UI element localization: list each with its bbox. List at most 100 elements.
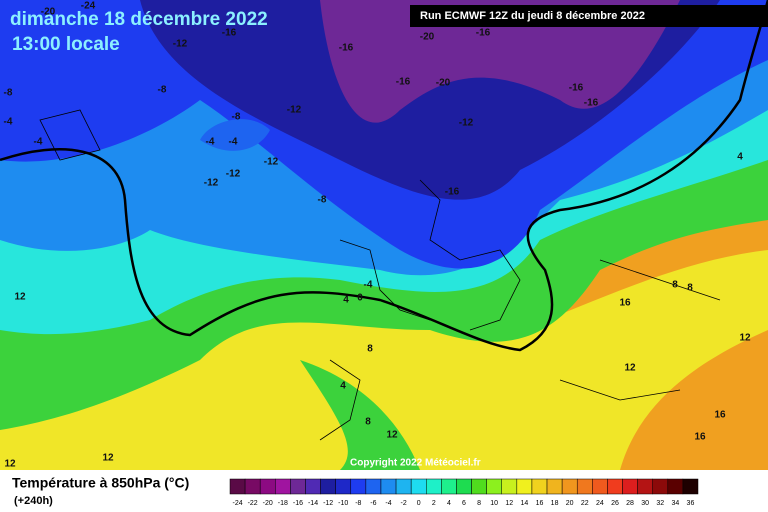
contour-label: 8 (367, 344, 373, 355)
contour-label: 8 (687, 283, 693, 294)
colorbar-swatch (682, 478, 699, 495)
contour-label: -16 (584, 98, 599, 109)
contour-label: 16 (619, 298, 631, 309)
colorbar-label: 26 (611, 500, 619, 507)
colorbar-label: -2 (400, 500, 406, 507)
contour-label: -16 (445, 187, 460, 198)
contour-label: 12 (14, 292, 26, 303)
contour-label: 16 (694, 432, 706, 443)
colorbar-swatch (290, 478, 306, 495)
colorbar-swatch (410, 478, 427, 495)
colorbar-swatch (667, 478, 684, 495)
colorbar-swatch (335, 478, 352, 495)
colorbar-swatch (531, 478, 548, 495)
contour-label: -20 (436, 78, 451, 89)
colorbar-label: -20 (263, 500, 273, 507)
colorbar-label: -8 (355, 500, 361, 507)
contour-label: -4 (34, 137, 43, 148)
contour-label: -16 (569, 83, 584, 94)
contour-label: -4 (364, 280, 373, 291)
colorbar-swatch (592, 478, 608, 495)
colorbar-swatch (395, 478, 412, 495)
run: Run ECMWF 12Z du jeudi 8 décembre 2022 (420, 10, 645, 22)
colorbar-swatch (244, 478, 261, 495)
colorbar-label: 30 (641, 500, 649, 507)
contour-label: 4 (737, 152, 743, 163)
colorbar-swatch (426, 478, 442, 495)
contour-label: -8 (158, 85, 167, 96)
colorbar-swatch (516, 478, 533, 495)
contour-label: 8 (365, 417, 371, 428)
colorbar-label: 12 (505, 500, 513, 507)
contour-label: -24 (81, 1, 96, 12)
colorbar-label: 0 (417, 500, 421, 507)
colorbar-swatch (441, 478, 457, 495)
contour-label: -20 (41, 7, 56, 18)
contour-label: -16 (476, 28, 491, 39)
colorbar-swatch (320, 478, 336, 495)
contour-label: -12 (173, 39, 188, 50)
colorbar-label: 36 (687, 500, 695, 507)
colorbar-swatch (501, 478, 518, 495)
contour-label: -8 (4, 88, 13, 99)
colorbar-swatch (259, 478, 276, 495)
legend-title: Température à 850hPa (°C) (12, 475, 189, 491)
colorbar-label: -16 (293, 500, 303, 507)
colorbar-label: 24 (596, 500, 604, 507)
contour-label: 8 (672, 280, 678, 291)
colorbar-swatch (637, 478, 653, 495)
colorbar-label: 10 (490, 500, 498, 507)
contour-label: 0 (357, 293, 363, 304)
colorbar: -24 -22 -20 -18 -16 -14 -12 -10 -8 -6 -4 -2 0 2 4 6 8 10 1… (229, 478, 699, 507)
colorbar-swatch (576, 478, 593, 495)
colorbar-label: 4 (447, 500, 451, 507)
colorbar-swatch (350, 478, 367, 495)
colorbar-swatch (380, 478, 397, 495)
contour-label: -12 (264, 157, 279, 168)
contour-label: -12 (459, 118, 474, 129)
map (0, 0, 768, 470)
colorbar-label: 28 (626, 500, 634, 507)
colorbar-swatch (229, 478, 246, 495)
colorbar-swatch (456, 478, 472, 495)
colorbar-label: 16 (536, 500, 544, 507)
colorbar-label: -4 (385, 500, 391, 507)
colorbar-swatch (275, 478, 291, 495)
colorbar-label: -22 (248, 500, 258, 507)
contour-label: 12 (102, 453, 114, 464)
colorbar-swatch (652, 478, 669, 495)
contour-label: -4 (4, 117, 13, 128)
colorbar-label: -14 (308, 500, 318, 507)
colorbar-label: -24 (232, 500, 242, 507)
contour-label: 12 (624, 363, 636, 374)
contour-label: 12 (739, 333, 751, 344)
colorbar-swatch (607, 478, 623, 495)
colorbar-swatch (486, 478, 502, 495)
contour-labels: -24-20-16-12 -16-20 -16-16 -20 -16-16-12-8 -8… (4, 1, 751, 470)
colorbar-swatch (546, 478, 563, 495)
contour-label: -4 (206, 137, 215, 148)
colorbar-label: -18 (278, 500, 288, 507)
colorbar-label: -12 (323, 500, 333, 507)
colorbar-label: -10 (338, 500, 348, 507)
contour-label: 16 (714, 410, 726, 421)
contour-label: -4 (229, 137, 238, 148)
contour-label: 4 (343, 295, 349, 306)
colorbar-label: 22 (581, 500, 589, 507)
colorbar-label: 8 (477, 500, 481, 507)
contour-label: -8 (232, 112, 241, 123)
contour-label: 4 (340, 381, 346, 392)
date: dimanche 18 décembre 2022 (10, 9, 268, 30)
colorbar-label: 14 (520, 500, 528, 507)
contour-label: -12 (226, 169, 241, 180)
contour-label: 12 (4, 459, 16, 470)
colorbar-swatch (471, 478, 487, 495)
colorbar-label: -6 (370, 500, 376, 507)
contour-label: -16 (222, 28, 237, 39)
colorbar-label: 6 (462, 500, 466, 507)
colorbar-label: 18 (551, 500, 559, 507)
colorbar-swatch (561, 478, 578, 495)
colorbar-label: 2 (432, 500, 436, 507)
run-box (410, 5, 768, 27)
colorbar-swatch (622, 478, 638, 495)
